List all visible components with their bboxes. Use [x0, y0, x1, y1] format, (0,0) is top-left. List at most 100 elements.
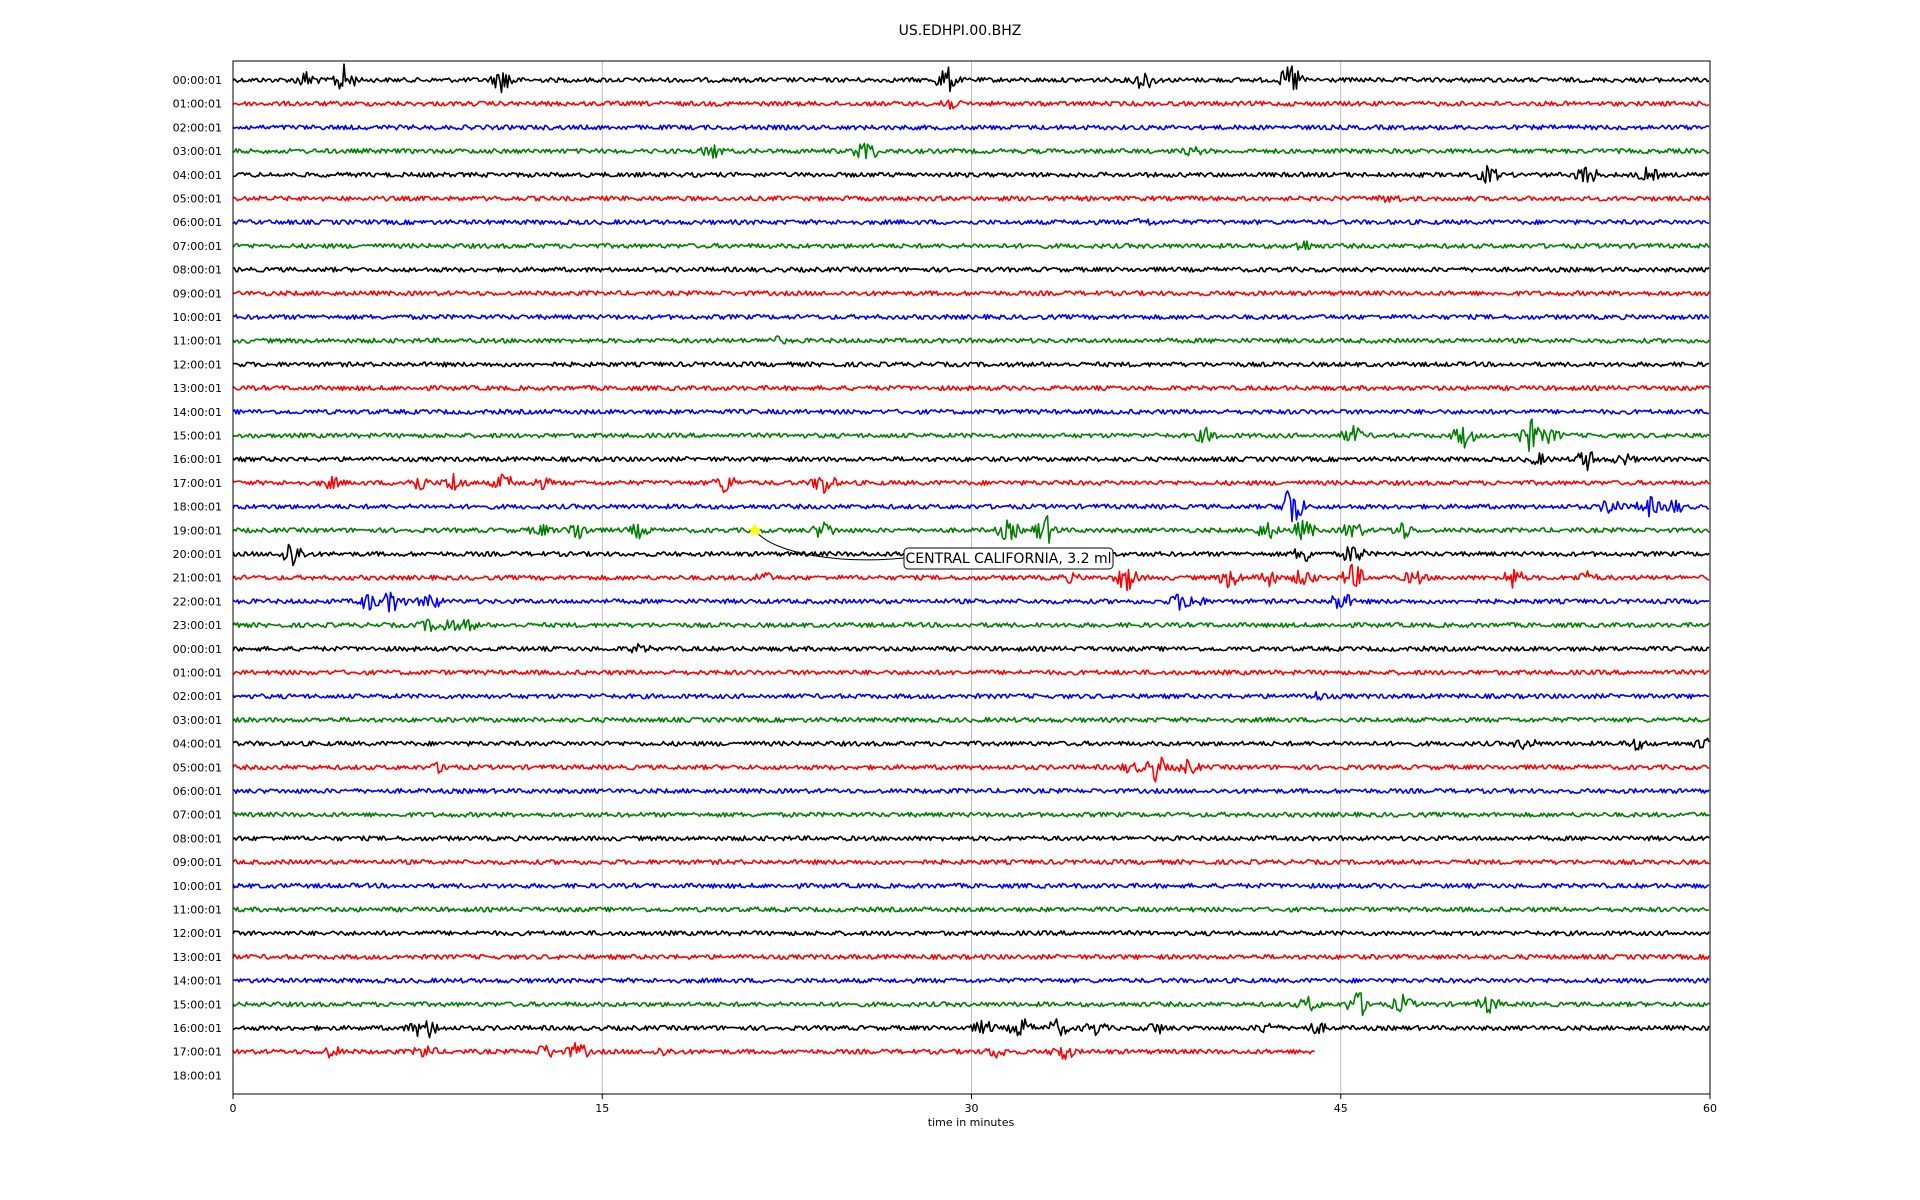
trace-row-31: [232, 811, 1710, 818]
row-label-13: 13:00:01: [173, 382, 222, 395]
x-axis-label: time in minutes: [928, 1116, 1015, 1129]
x-axis-ticks: 0 15 30 45 60: [230, 1094, 1717, 1115]
row-label-41: 17:00:01: [173, 1046, 222, 1059]
row-label-18: 18:00:01: [173, 501, 222, 514]
row-label-24: 00:00:01: [173, 643, 222, 656]
trace-row-36: [232, 930, 1710, 937]
trace-row-37: [232, 953, 1710, 960]
row-label-31: 07:00:01: [173, 809, 222, 822]
chart-title: US.EDHPI.00.BHZ: [899, 23, 1022, 39]
row-label-30: 06:00:01: [173, 785, 222, 798]
trace-row-32: [232, 835, 1710, 842]
annotation-text: CENTRAL CALIFORNIA, 3.2 ml: [905, 551, 1111, 567]
row-label-25: 01:00:01: [173, 667, 222, 680]
row-label-34: 10:00:01: [173, 880, 222, 893]
trace-row-41: [232, 1042, 1315, 1060]
trace-row-17: [232, 472, 1710, 494]
trace-row-40: [232, 1018, 1710, 1039]
row-label-36: 12:00:01: [173, 927, 222, 940]
row-label-39: 15:00:01: [173, 998, 222, 1011]
trace-row-16: [232, 451, 1710, 472]
row-label-10: 10:00:01: [173, 311, 222, 324]
trace-row-33: [232, 859, 1710, 866]
trace-row-5: [232, 195, 1710, 203]
row-label-19: 19:00:01: [173, 524, 222, 537]
trace-row-3: [232, 142, 1710, 160]
trace-row-4: [232, 165, 1710, 184]
trace-row-13: [232, 385, 1710, 392]
annotation-box: [903, 547, 1114, 570]
row-label-5: 05:00:01: [173, 193, 222, 206]
trace-row-39: [232, 992, 1710, 1017]
trace-row-2: [232, 124, 1710, 131]
trace-row-35: [233, 906, 1710, 913]
row-label-4: 04:00:01: [173, 169, 222, 182]
row-label-11: 11:00:01: [173, 335, 222, 348]
event-star-marker: [747, 522, 763, 537]
event-annotations: CENTRAL CALIFORNIA, 3.2 ml: [747, 522, 1114, 570]
row-label-7: 07:00:01: [173, 240, 222, 253]
row-label-17: 17:00:01: [173, 477, 222, 490]
trace-row-7: [232, 240, 1710, 251]
row-label-40: 16:00:01: [173, 1022, 222, 1035]
x-tick-label-30: 30: [965, 1102, 979, 1115]
row-label-21: 21:00:01: [173, 572, 222, 585]
trace-row-24: [232, 643, 1710, 654]
trace-row-21: [232, 563, 1710, 592]
row-time-labels: 00:00:01 01:00:01 02:00:01 03:00:01 04:00:01…: [173, 74, 222, 1082]
trace-row-9: [232, 290, 1710, 297]
row-label-20: 20:00:01: [173, 548, 222, 561]
row-label-33: 09:00:01: [173, 856, 222, 869]
row-label-28: 04:00:01: [173, 738, 222, 751]
row-label-32: 08:00:01: [173, 832, 222, 845]
row-label-22: 22:00:01: [173, 595, 222, 608]
x-tick-label-45: 45: [1334, 1102, 1348, 1115]
x-tick-label-60: 60: [1703, 1102, 1717, 1115]
trace-rows: [232, 63, 1710, 1060]
trace-row-18: [232, 490, 1710, 523]
row-label-35: 11:00:01: [173, 904, 222, 917]
row-label-3: 03:00:01: [173, 145, 222, 158]
trace-row-27: [232, 716, 1710, 723]
row-label-0: 00:00:01: [173, 74, 222, 87]
row-label-1: 01:00:01: [173, 98, 222, 111]
row-label-38: 14:00:01: [173, 975, 222, 988]
annotation-leader-line: [754, 529, 905, 561]
trace-row-19: [232, 515, 1710, 544]
trace-row-8: [232, 266, 1710, 273]
trace-row-6: [232, 217, 1710, 226]
trace-row-14: [232, 408, 1710, 415]
row-label-14: 14:00:01: [173, 406, 222, 419]
row-label-12: 12:00:01: [173, 358, 222, 371]
trace-row-28: [232, 737, 1710, 751]
row-label-8: 08:00:01: [173, 264, 222, 277]
trace-row-10: [232, 313, 1710, 321]
trace-row-34: [232, 882, 1710, 889]
x-tick-label-0: 0: [230, 1102, 237, 1115]
trace-row-12: [232, 361, 1710, 368]
row-label-27: 03:00:01: [173, 714, 222, 727]
trace-row-0: [232, 63, 1710, 94]
row-label-2: 02:00:01: [173, 121, 222, 134]
trace-row-11: [232, 335, 1710, 345]
row-label-16: 16:00:01: [173, 453, 222, 466]
trace-row-25: [232, 669, 1710, 676]
trace-row-22: [232, 591, 1710, 613]
trace-row-1: [232, 99, 1710, 110]
trace-row-30: [232, 787, 1710, 795]
row-label-37: 13:00:01: [173, 951, 222, 964]
trace-row-15: [232, 418, 1710, 452]
row-label-6: 06:00:01: [173, 216, 222, 229]
trace-row-38: [232, 977, 1710, 984]
trace-row-26: [232, 690, 1710, 701]
row-label-42: 18:00:01: [173, 1069, 222, 1082]
trace-row-29: [232, 756, 1710, 783]
row-label-26: 02:00:01: [173, 690, 222, 703]
row-label-29: 05:00:01: [173, 761, 222, 774]
x-tick-label-15: 15: [595, 1102, 609, 1115]
trace-row-23: [232, 618, 1710, 633]
row-label-15: 15:00:01: [173, 430, 222, 443]
row-label-9: 09:00:01: [173, 287, 222, 300]
row-label-23: 23:00:01: [173, 619, 222, 632]
